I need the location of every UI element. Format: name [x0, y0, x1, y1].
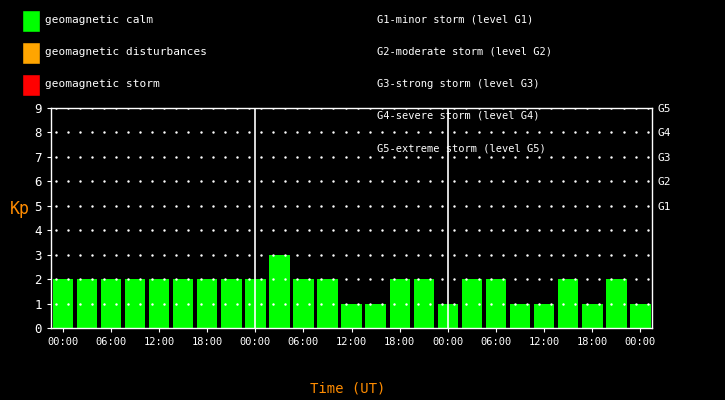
Bar — [52, 279, 73, 328]
Text: Time (UT): Time (UT) — [310, 382, 386, 396]
Text: G2-moderate storm (level G2): G2-moderate storm (level G2) — [377, 47, 552, 57]
Bar — [341, 304, 362, 328]
Bar — [582, 304, 602, 328]
Bar — [534, 304, 555, 328]
Bar — [77, 279, 97, 328]
Text: G3-strong storm (level G3): G3-strong storm (level G3) — [377, 79, 539, 89]
Bar — [510, 304, 531, 328]
Bar — [389, 279, 410, 328]
Bar — [606, 279, 626, 328]
Text: geomagnetic calm: geomagnetic calm — [45, 15, 153, 25]
Bar — [149, 279, 170, 328]
Bar — [462, 279, 482, 328]
Bar — [318, 279, 338, 328]
Text: geomagnetic disturbances: geomagnetic disturbances — [45, 47, 207, 57]
Bar — [486, 279, 506, 328]
Bar — [558, 279, 579, 328]
Text: G5-extreme storm (level G5): G5-extreme storm (level G5) — [377, 143, 546, 153]
Bar — [438, 304, 458, 328]
Bar — [413, 279, 434, 328]
Bar — [197, 279, 218, 328]
Bar — [221, 279, 241, 328]
Bar — [630, 304, 651, 328]
Bar — [125, 279, 145, 328]
Bar — [101, 279, 121, 328]
Bar — [269, 255, 290, 328]
Text: geomagnetic storm: geomagnetic storm — [45, 79, 160, 89]
Y-axis label: Kp: Kp — [10, 200, 30, 218]
Bar — [293, 279, 314, 328]
Text: G1-minor storm (level G1): G1-minor storm (level G1) — [377, 15, 534, 25]
Bar — [365, 304, 386, 328]
Text: G4-severe storm (level G4): G4-severe storm (level G4) — [377, 111, 539, 121]
Bar — [173, 279, 194, 328]
Bar — [245, 279, 265, 328]
